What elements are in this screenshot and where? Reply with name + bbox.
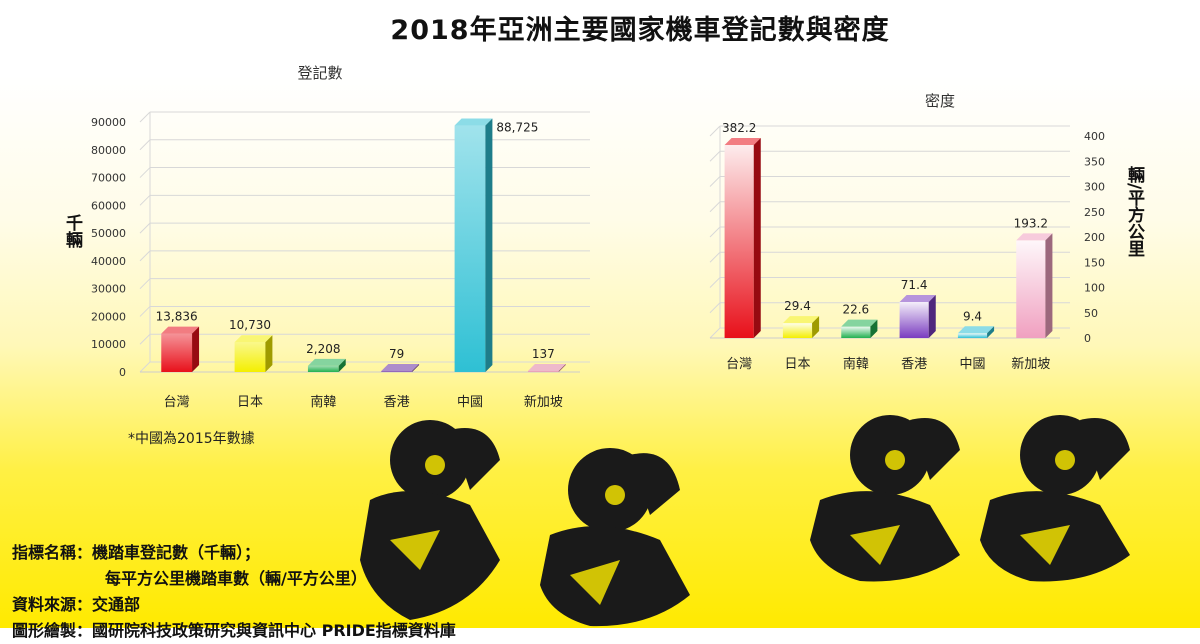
data-label: 79	[389, 347, 404, 361]
x-tick-label: 台灣	[726, 357, 752, 372]
data-label: 2,208	[306, 342, 340, 356]
bar	[234, 342, 266, 372]
bar	[899, 301, 929, 338]
bar-top-face	[454, 118, 493, 126]
registration-y-axis-label: 千輛	[62, 214, 82, 248]
bar-side-face	[928, 294, 936, 338]
y-tick-label: 20000	[91, 310, 126, 323]
bar-top-face	[234, 335, 273, 343]
x-tick-label: 台灣	[164, 395, 190, 410]
data-label: 22.6	[842, 303, 869, 317]
bar	[381, 371, 413, 372]
y-tick-label: 400	[1084, 130, 1105, 143]
bar	[957, 333, 988, 338]
data-label: 10,730	[229, 318, 271, 332]
bar-top-face	[724, 137, 761, 145]
data-label: 382.2	[722, 121, 756, 135]
bar	[527, 371, 559, 372]
chart-title: 密度	[925, 92, 955, 110]
bar-top-face	[782, 316, 820, 324]
density-y-axis-label: 輛/平方公里	[1124, 166, 1144, 258]
bar-side-face	[485, 118, 493, 373]
y-tick-label: 250	[1084, 206, 1105, 219]
y-tick-label: 60000	[91, 199, 126, 212]
x-tick-label: 南韓	[843, 356, 869, 372]
source-value: 交通部	[92, 595, 141, 614]
y-tick-label: 300	[1084, 181, 1105, 194]
bar	[1016, 240, 1046, 338]
y-tick-label: 150	[1084, 256, 1105, 269]
bar-top-face	[957, 326, 995, 334]
y-tick-label: 200	[1084, 231, 1105, 244]
maker-label: 圖形繪製：	[12, 621, 93, 640]
y-tick-label: 30000	[91, 283, 126, 296]
density-chart: 密度 0 50 100 150 200 250 300 350 400 382.2 台灣 29.4 日本 2…	[709, 92, 1105, 372]
indicator-line-1: 機踏車登記數（千輛）；	[92, 543, 261, 562]
indicator-label: 指標名稱：	[12, 543, 93, 562]
x-tick-label: 中國	[959, 357, 985, 372]
y-tick-label: 50	[1084, 307, 1098, 320]
bar-top-face	[527, 364, 566, 371]
x-tick-label: 新加坡	[1011, 356, 1050, 372]
bar-top-face	[899, 294, 936, 302]
indicator-line-2: 每平方公里機踏車數（輛/平方公里）	[105, 569, 367, 588]
bar-side-face	[870, 319, 878, 338]
bar	[307, 365, 339, 372]
bar-side-face	[1045, 233, 1053, 338]
y-tick-label: 350	[1084, 155, 1105, 168]
x-tick-label: 日本	[784, 357, 810, 372]
data-label: 88,725	[496, 121, 538, 135]
bar-side-face	[192, 326, 200, 372]
bar	[782, 323, 813, 338]
bar	[161, 333, 193, 372]
x-tick-label: 香港	[384, 395, 410, 410]
x-tick-label: 中國	[457, 395, 483, 410]
bar-side-face	[987, 326, 995, 338]
bar-side-face	[338, 358, 346, 372]
y-tick-label: 80000	[91, 144, 126, 157]
bar-side-face	[812, 316, 820, 338]
bar-top-face	[161, 326, 200, 334]
bar	[454, 125, 486, 373]
y-tick-label: 50000	[91, 227, 126, 240]
bar	[841, 326, 871, 338]
data-label: 137	[532, 347, 555, 361]
maker-value: 國研院科技政策研究與資訊中心 PRIDE指標資料庫	[92, 621, 456, 640]
bar-side-face	[412, 364, 420, 372]
chart-title: 登記數	[297, 64, 342, 82]
y-tick-label: 90000	[91, 116, 126, 129]
y-tick-label: 70000	[91, 172, 126, 185]
y-tick-label: 100	[1084, 282, 1105, 295]
data-label: 193.2	[1014, 216, 1048, 230]
bar-side-face	[558, 364, 566, 372]
registration-chart: 登記數 0 10000 20000 30000 40000 50000 60000 70000 8…	[91, 64, 590, 410]
bar	[724, 144, 754, 338]
source-label: 資料來源：	[12, 595, 93, 614]
bar-top-face	[1016, 233, 1053, 241]
data-label: 13,836	[156, 310, 198, 324]
chart-metadata: 指標名稱：機踏車登記數（千輛）； 每平方公里機踏車數（輛/平方公里） 資料來源：…	[12, 540, 456, 644]
x-tick-label: 南韓	[310, 394, 336, 410]
motorcycle-riders-illustration-right	[810, 415, 1130, 582]
chart-footnote: *中國為2015年數據	[128, 431, 255, 447]
bar-top-face	[841, 319, 878, 327]
motorcycle-riders-illustration	[360, 420, 690, 627]
data-label: 9.4	[963, 309, 982, 323]
y-tick-label: 10000	[91, 338, 126, 351]
y-tick-label: 40000	[91, 255, 126, 268]
x-tick-label: 香港	[901, 357, 927, 372]
x-tick-label: 日本	[237, 395, 263, 410]
bar-side-face	[753, 137, 761, 338]
y-tick-label: 0	[119, 366, 126, 379]
data-label: 29.4	[784, 299, 811, 313]
bar-top-face	[381, 364, 420, 371]
x-tick-label: 新加坡	[524, 394, 563, 410]
data-label: 71.4	[901, 278, 928, 292]
bar-side-face	[265, 335, 273, 372]
y-tick-label: 0	[1084, 332, 1091, 345]
bar-top-face	[307, 358, 346, 366]
page-title: 2018年亞洲主要國家機車登記數與密度	[390, 15, 890, 46]
